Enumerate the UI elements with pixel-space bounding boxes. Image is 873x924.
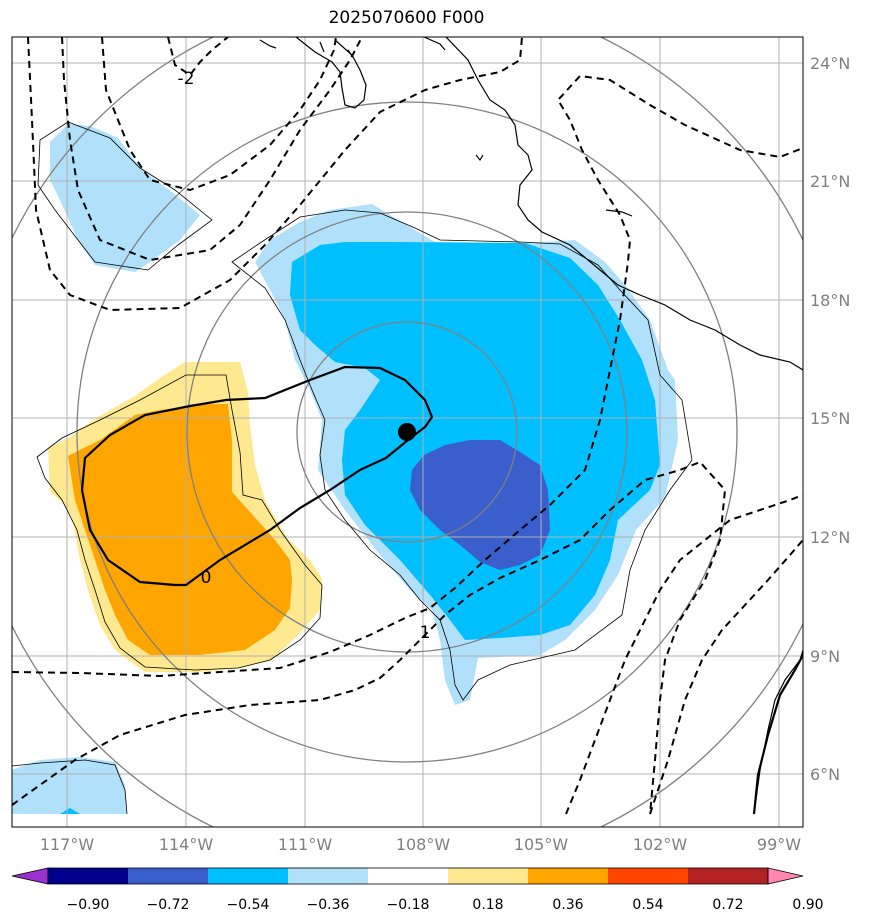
colorbar-tick-label: −0.54 [227, 897, 270, 913]
colorbar-frame [47, 867, 769, 885]
lon-tick: 105°W [514, 835, 569, 854]
positive-anomaly-orange [68, 404, 292, 655]
colorbar-segment [368, 868, 449, 884]
lon-tick: 102°W [633, 835, 688, 854]
colorbar-segment [608, 868, 689, 884]
lat-tick: 18°N [810, 291, 850, 310]
colorbar-tick-label: 0.36 [552, 897, 583, 913]
contour-label-group: -2 0 1 [178, 69, 431, 643]
colorbar-segment [688, 868, 769, 884]
lat-tick: 9°N [810, 647, 840, 666]
contour-label-neg2: -2 [178, 69, 195, 89]
colorbar-tick-label: 0.18 [472, 897, 503, 913]
lon-tick: 111°W [278, 835, 333, 854]
colorbar-segment [48, 868, 129, 884]
colorbar-tick-label: −0.18 [387, 897, 430, 913]
negative-contours [12, 37, 803, 815]
colorbar-tick-label: −0.90 [67, 897, 110, 913]
graticule [12, 37, 803, 827]
contour-label-one: 1 [420, 623, 431, 643]
colorbar: −0.90 −0.72 −0.54 −0.36 −0.18 0.18 0.36 0.54 0.7… [11, 867, 824, 913]
latitude-ticks: 24°N 21°N 18°N 15°N 12°N 9°N 6°N [810, 54, 850, 784]
colorbar-segment [208, 868, 289, 884]
colorbar-tick-label: 0.54 [632, 897, 663, 913]
colorbar-tick-label: −0.72 [147, 897, 190, 913]
colorbar-segment [288, 868, 369, 884]
colorbar-segment [528, 868, 609, 884]
lat-tick: 15°N [810, 409, 850, 428]
lon-tick: 99°W [757, 835, 801, 854]
lat-tick: 12°N [810, 528, 850, 547]
colorbar-segment [128, 868, 209, 884]
map-frame [11, 36, 804, 828]
storm-center-marker [398, 423, 416, 441]
lon-tick: 114°W [159, 835, 214, 854]
colorbar-extend-high [767, 867, 804, 885]
lon-tick: 117°W [40, 835, 95, 854]
lat-tick: 24°N [810, 54, 850, 73]
zero-contour [80, 365, 803, 815]
lat-tick: 6°N [810, 765, 840, 784]
colorbar-segment [448, 868, 529, 884]
colorbar-tick-label: −0.36 [307, 897, 350, 913]
longitude-ticks: 117°W 114°W 111°W 108°W 105°W 102°W 99°W [40, 835, 801, 854]
colorbar-extend-low [11, 867, 49, 885]
lat-tick: 21°N [810, 172, 850, 191]
contour-label-zero: 0 [201, 568, 212, 588]
colorbar-tick-label: 0.90 [792, 897, 823, 913]
map-title: 2025070600 F000 [328, 8, 485, 28]
colorbar-tick-label: 0.72 [712, 897, 743, 913]
lon-tick: 108°W [396, 835, 451, 854]
